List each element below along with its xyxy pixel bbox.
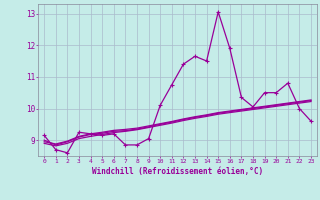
X-axis label: Windchill (Refroidissement éolien,°C): Windchill (Refroidissement éolien,°C) xyxy=(92,167,263,176)
